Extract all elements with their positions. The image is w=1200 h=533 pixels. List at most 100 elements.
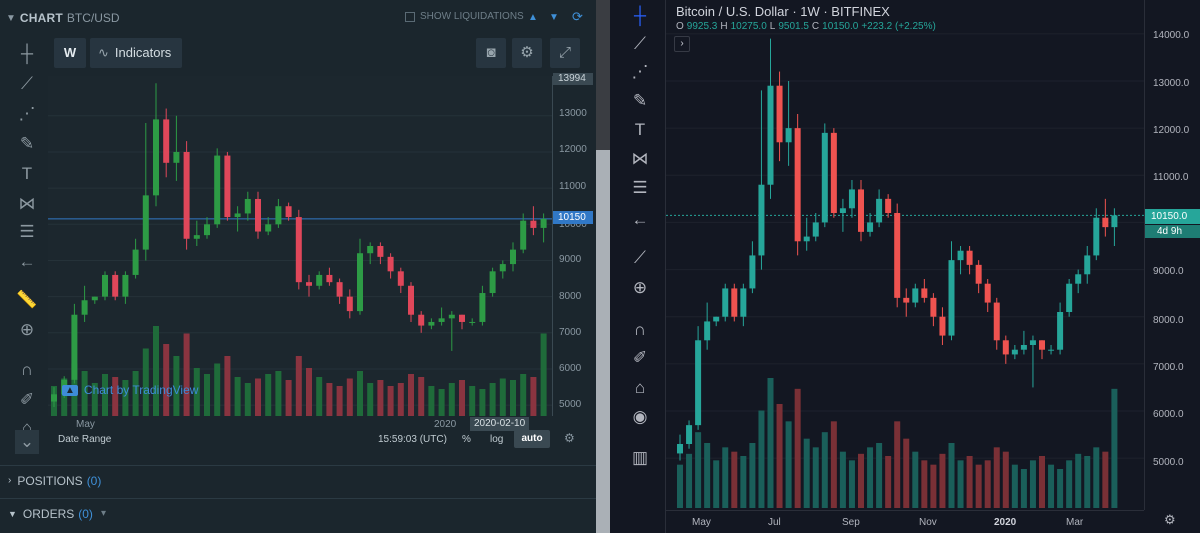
- candle-body[interactable]: [695, 340, 702, 426]
- percent-scale-toggle[interactable]: %: [462, 434, 471, 445]
- candle-body[interactable]: [885, 198, 892, 213]
- right-candlestick-chart[interactable]: [666, 0, 1144, 510]
- candle-body[interactable]: [858, 189, 864, 232]
- unlock-icon[interactable]: ⌂: [634, 378, 646, 397]
- left-price-axis[interactable]: 13994 13000 12000 11000 10000 10150 9000…: [552, 73, 593, 416]
- candle-body[interactable]: [1111, 215, 1118, 228]
- indicators-button[interactable]: ∿ Indicators: [90, 38, 182, 68]
- candle-body[interactable]: [1093, 217, 1100, 256]
- candle-body[interactable]: [912, 288, 919, 303]
- candle-body[interactable]: [713, 316, 720, 322]
- candle-body[interactable]: [193, 235, 200, 239]
- lock-drawing-icon[interactable]: ✐: [632, 348, 648, 367]
- candle-body[interactable]: [459, 314, 465, 322]
- positions-section[interactable]: › POSITIONS (0): [0, 465, 596, 495]
- trash-icon[interactable]: ▥: [631, 448, 649, 467]
- candle-body[interactable]: [469, 321, 476, 323]
- candle-body[interactable]: [520, 220, 527, 250]
- candle-body[interactable]: [794, 128, 801, 242]
- candle-body[interactable]: [285, 206, 292, 218]
- symbol-title[interactable]: Bitcoin / U.S. Dollar · 1W · BITFINEX: [676, 4, 890, 19]
- candle-body[interactable]: [848, 189, 855, 209]
- candle-body[interactable]: [214, 155, 221, 225]
- candle-body[interactable]: [326, 274, 333, 283]
- candle-body[interactable]: [839, 208, 846, 213]
- candle-body[interactable]: [776, 85, 783, 143]
- magnet-icon[interactable]: ∩: [20, 360, 34, 379]
- candle-body[interactable]: [1057, 312, 1064, 350]
- candle-body[interactable]: [966, 250, 973, 265]
- candle-body[interactable]: [758, 184, 765, 256]
- candle-body[interactable]: [1048, 349, 1055, 351]
- trend-line-icon[interactable]: ⟋: [21, 74, 33, 93]
- candle-body[interactable]: [1002, 340, 1009, 355]
- candle-body[interactable]: [306, 282, 312, 286]
- candle-body[interactable]: [731, 288, 738, 317]
- candle-body[interactable]: [785, 128, 792, 143]
- candle-body[interactable]: [704, 321, 711, 341]
- candle-body[interactable]: [163, 119, 170, 163]
- candle-body[interactable]: [812, 222, 819, 237]
- candle-body[interactable]: [173, 151, 180, 163]
- candle-body[interactable]: [81, 300, 88, 315]
- candle-body[interactable]: [939, 316, 946, 336]
- candle-body[interactable]: [975, 264, 982, 284]
- crosshair-icon[interactable]: ┼: [20, 44, 34, 63]
- brush-icon[interactable]: ✎: [632, 91, 648, 110]
- prediction-icon[interactable]: ☰: [632, 178, 648, 197]
- candle-body[interactable]: [418, 314, 425, 326]
- candle-body[interactable]: [448, 314, 455, 319]
- scroll-down-icon[interactable]: ⌄: [15, 430, 39, 454]
- move-down-icon[interactable]: ▼: [549, 12, 559, 23]
- candle-body[interactable]: [530, 220, 537, 228]
- chart-settings-icon[interactable]: ⚙: [1164, 512, 1176, 527]
- candle-body[interactable]: [740, 288, 747, 317]
- candle-body[interactable]: [367, 246, 374, 254]
- crosshair-icon[interactable]: ┼: [633, 6, 647, 25]
- orders-section[interactable]: ▼ ORDERS (0) ▾: [0, 498, 596, 528]
- candle-body[interactable]: [387, 256, 394, 272]
- brush-icon[interactable]: ✎: [19, 134, 35, 153]
- candle-body[interactable]: [489, 271, 496, 294]
- candle-body[interactable]: [71, 314, 78, 380]
- fib-tool-icon[interactable]: ⋰: [631, 62, 649, 81]
- candle-body[interactable]: [499, 264, 506, 272]
- interval-button[interactable]: W: [54, 38, 86, 68]
- candle-body[interactable]: [767, 85, 774, 185]
- candle-body[interactable]: [510, 249, 516, 265]
- zoom-in-icon[interactable]: ⊕: [19, 320, 35, 339]
- candle-body[interactable]: [234, 213, 241, 218]
- candle-body[interactable]: [357, 253, 363, 312]
- candle-body[interactable]: [132, 249, 139, 275]
- candle-body[interactable]: [722, 288, 729, 317]
- auto-scale-toggle[interactable]: auto: [514, 430, 550, 448]
- pattern-icon[interactable]: ⋈: [631, 149, 649, 168]
- candle-body[interactable]: [1011, 349, 1018, 355]
- candle-body[interactable]: [275, 206, 282, 225]
- candle-body[interactable]: [1039, 340, 1045, 350]
- divider-scrollbar[interactable]: [596, 150, 610, 533]
- candle-body[interactable]: [686, 425, 693, 444]
- fullscreen-icon[interactable]: ⤢: [550, 38, 580, 68]
- unlock-icon[interactable]: ⌂: [21, 418, 33, 437]
- candle-body[interactable]: [1102, 217, 1109, 228]
- settings-gear-icon[interactable]: ⚙: [512, 38, 542, 68]
- candle-body[interactable]: [51, 394, 57, 402]
- camera-icon[interactable]: ◙: [476, 38, 506, 68]
- magnet-icon[interactable]: ∩: [633, 320, 647, 339]
- candle-body[interactable]: [255, 198, 261, 232]
- candle-body[interactable]: [428, 321, 435, 326]
- candle-body[interactable]: [876, 198, 883, 223]
- candle-body[interactable]: [204, 224, 210, 236]
- pattern-icon[interactable]: ⋈: [18, 194, 36, 213]
- candle-body[interactable]: [408, 285, 414, 315]
- candle-body[interactable]: [830, 132, 837, 213]
- prediction-icon[interactable]: ☰: [19, 222, 35, 241]
- candle-body[interactable]: [336, 282, 343, 297]
- candle-body[interactable]: [921, 288, 928, 298]
- candle-body[interactable]: [1029, 340, 1036, 345]
- move-up-icon[interactable]: ▲: [528, 12, 538, 23]
- liquidations-checkbox[interactable]: [405, 11, 415, 22]
- candle-body[interactable]: [903, 297, 910, 303]
- scale-settings-icon[interactable]: ⚙: [564, 431, 575, 445]
